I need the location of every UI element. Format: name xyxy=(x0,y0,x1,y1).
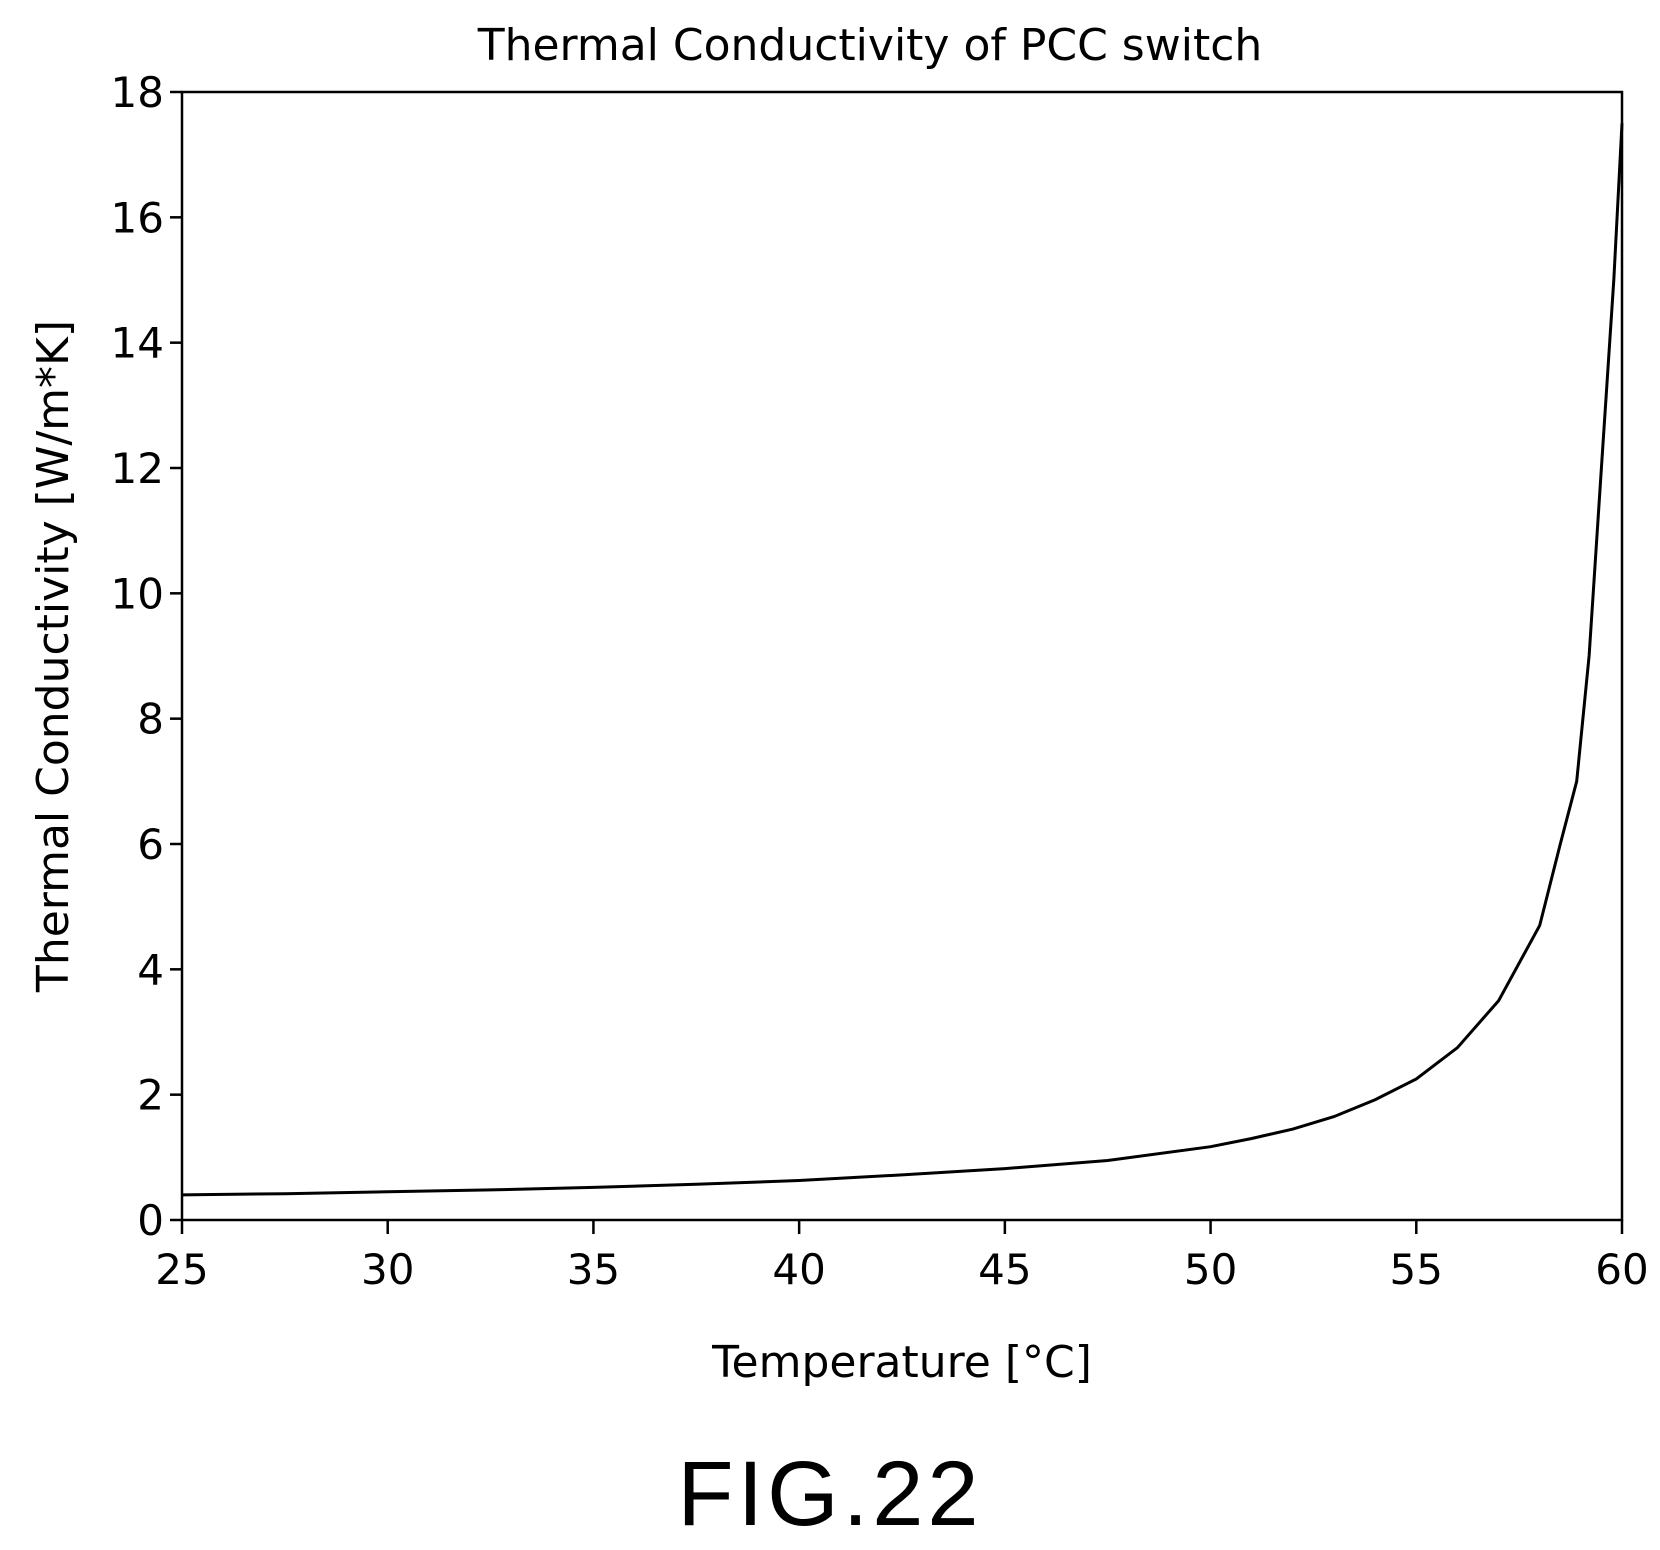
x-tick-label: 25 xyxy=(155,1245,208,1294)
plot-frame xyxy=(180,90,1624,1222)
x-tick-label: 40 xyxy=(772,1245,825,1294)
x-tick-label: 35 xyxy=(567,1245,620,1294)
y-tick-label: 4 xyxy=(137,945,164,994)
x-tick-label: 30 xyxy=(361,1245,414,1294)
y-tick-label: 2 xyxy=(137,1071,164,1120)
y-tick-label: 12 xyxy=(111,444,164,493)
x-tick-label: 60 xyxy=(1595,1245,1648,1294)
y-axis: 0 2 4 6 8 10 12 14 16 18 xyxy=(111,68,182,1245)
y-tick-label: 18 xyxy=(111,68,164,117)
x-tick-label: 50 xyxy=(1184,1245,1237,1294)
x-tick-label: 55 xyxy=(1390,1245,1443,1294)
y-tick-label: 6 xyxy=(137,820,164,869)
figure-caption: FIG.22 xyxy=(677,1443,983,1545)
chart-title: Thermal Conductivity of PCC switch xyxy=(477,20,1263,71)
x-axis-label: Temperature [°C] xyxy=(711,1337,1092,1388)
x-axis: 25 30 35 40 45 50 55 60 xyxy=(155,1220,1649,1294)
y-tick-label: 0 xyxy=(137,1196,164,1245)
y-tick-label: 14 xyxy=(111,319,164,368)
x-tick-label: 45 xyxy=(978,1245,1031,1294)
y-tick-label: 16 xyxy=(111,193,164,242)
y-axis-label: Thermal Conductivity [W/m*K] xyxy=(28,320,79,993)
series-line xyxy=(181,123,1624,1197)
y-tick-label: 10 xyxy=(111,569,164,618)
y-tick-label: 8 xyxy=(137,695,164,744)
